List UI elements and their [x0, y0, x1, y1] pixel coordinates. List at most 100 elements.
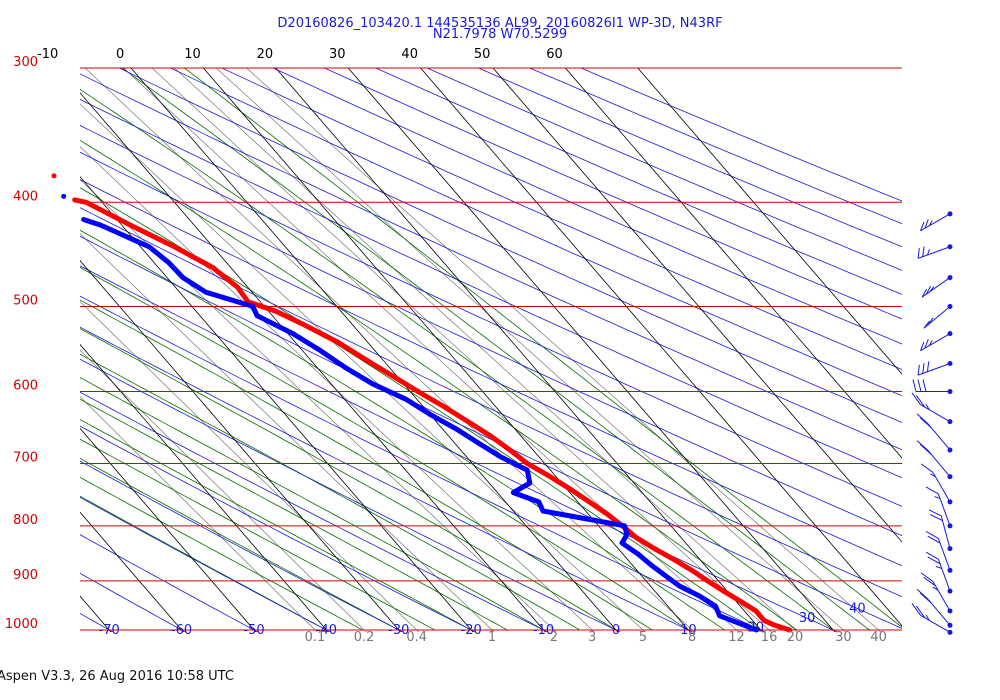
mixing-ratio-label: 12: [728, 630, 745, 645]
dry-adiabat-line: [80, 612, 114, 632]
wind-barb: [916, 413, 953, 453]
wind-barb-flag: [917, 379, 922, 392]
mixing-ratio-line: [173, 68, 798, 632]
mixing-ratio-line: [80, 349, 367, 632]
moist-adiabat-line: [80, 457, 400, 631]
dry-adiabat-label: -20: [461, 623, 482, 638]
mixing-ratio-line: [84, 68, 695, 632]
wind-barb-flag: [928, 509, 942, 517]
dry-adiabat-line: [80, 73, 902, 451]
wind-barb-flag: [922, 379, 927, 392]
dry-adiabat-line: [80, 151, 902, 537]
dry-adiabat-line: [80, 326, 694, 632]
dry-adiabat-line: [374, 68, 902, 295]
isotherm-label: 10: [184, 47, 201, 62]
mixing-ratio-line: [123, 68, 740, 632]
wind-barb-station: [947, 419, 953, 425]
wind-barb-station: [947, 546, 953, 552]
dry-adiabat-line: [80, 235, 902, 629]
isotherm-line: [80, 343, 329, 632]
temperature-top-marker: [51, 173, 57, 179]
mixing-ratio-label: 8: [688, 630, 696, 645]
dry-adiabat-label: 30: [799, 611, 816, 626]
dry-adiabat-line: [528, 68, 902, 225]
dry-adiabat-label: -30: [388, 623, 409, 638]
dry-adiabat-line: [169, 68, 902, 397]
wind-barb: [925, 486, 953, 529]
dry-adiabat-line: [80, 534, 259, 632]
isotherm-line: [80, 595, 112, 632]
wind-barb: [911, 603, 953, 635]
wind-barb-flag: [919, 444, 932, 455]
wind-barb-flag: [911, 603, 921, 616]
wind-barb-flag: [925, 531, 939, 539]
pressure-tick-label: 300: [13, 55, 38, 70]
wind-barb-station: [947, 211, 953, 217]
moist-adiabats: [80, 68, 902, 631]
wind-barb-flag: [912, 379, 917, 392]
dry-adiabat-label: -10: [533, 623, 554, 638]
isotherm-label: 30: [329, 47, 346, 62]
isotherm-label: 60: [546, 47, 563, 62]
wind-barb-staff: [937, 558, 951, 592]
moist-adiabat-line: [80, 438, 436, 631]
mixing-ratio-label: 0.2: [354, 630, 375, 645]
pressure-tick-label: 500: [13, 293, 38, 308]
dry-adiabat-line: [80, 391, 549, 632]
wind-barb-station: [947, 608, 953, 614]
wind-barb-staff: [937, 538, 951, 571]
wind-barb-half-flag: [925, 404, 930, 410]
chart-subtitle: N21.7978 W70.5299: [432, 27, 568, 42]
dry-adiabat-label: 10: [680, 623, 697, 638]
wind-barb-flag: [921, 288, 928, 298]
wind-barb: [911, 392, 953, 425]
wind-barb-flag: [922, 246, 925, 257]
wind-barb-flag: [925, 551, 939, 560]
wind-barb-half-flag: [929, 286, 935, 292]
pressure-tick-label: 900: [13, 568, 38, 583]
isotherm-line: [80, 176, 474, 632]
isotherm-line: [564, 68, 902, 459]
dry-adiabat-line: [80, 98, 902, 479]
moist-adiabat-line: [80, 299, 653, 631]
wind-barb-staff: [927, 423, 951, 451]
wind-barb-station: [947, 588, 953, 594]
wind-barb-flag: [916, 588, 929, 600]
dry-adiabat-line: [80, 572, 187, 632]
wind-barb: [912, 379, 953, 395]
wind-barbs: [911, 211, 953, 635]
isotherm-line: [275, 68, 764, 632]
isotherm-label: -10: [37, 47, 58, 62]
wind-barb-flag: [926, 361, 930, 372]
dry-adiabat-line: [118, 68, 902, 423]
wind-barb-half-flag: [932, 586, 939, 591]
moist-adiabat-line: [80, 377, 544, 631]
wind-barb-half-flag: [925, 614, 930, 621]
dewpoint-trace: [81, 217, 759, 633]
mixing-ratio-label: 16: [761, 630, 778, 645]
wind-barb-flag: [927, 535, 941, 544]
dry-adiabat-label: -70: [99, 623, 120, 638]
wind-barb-staff: [940, 515, 951, 549]
wind-barb-flag: [923, 576, 936, 587]
mixing-ratio-label: 1: [488, 630, 496, 645]
dry-adiabat-line: [80, 265, 839, 632]
moist-adiabat-line: [80, 229, 725, 631]
mixing-ratio-label: 0.4: [406, 630, 427, 645]
wind-barb-staff: [932, 472, 951, 503]
mixing-ratio-label: 2: [550, 630, 558, 645]
wind-barb-half-flag: [928, 340, 933, 346]
wind-barb-staff: [917, 363, 951, 376]
wind-barb-flag: [923, 320, 930, 329]
wind-barb-staff: [927, 450, 951, 477]
dry-adiabat-line: [477, 68, 902, 248]
moist-adiabat-line: [80, 139, 798, 631]
isotherm-line: [80, 259, 402, 632]
dry-adiabat-line: [80, 460, 404, 632]
moist-adiabat-line: [80, 419, 472, 631]
mixing-ratio-line: [246, 68, 882, 632]
isotherms: [80, 68, 902, 632]
mixing-ratio-label: 40: [870, 630, 887, 645]
wind-barb-flag: [925, 285, 932, 295]
